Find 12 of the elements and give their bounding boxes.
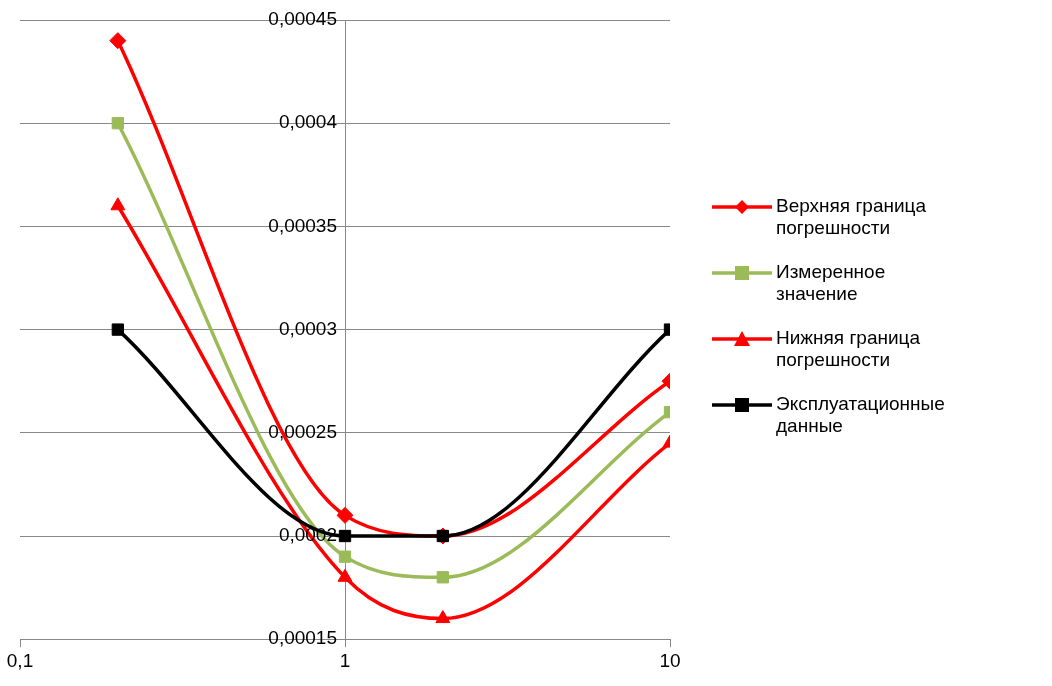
legend-label: Нижняя граница погрешности [776, 327, 921, 371]
x-tick-label: 10 [659, 649, 681, 671]
y-tick-label: 0,0004 [278, 111, 338, 133]
y-tick-label: 0,0003 [278, 317, 337, 339]
x-tick-label: 1 [339, 649, 351, 671]
legend-label: Эксплуатационные данные [776, 393, 946, 437]
legend-label: Измеренное значение [776, 261, 887, 305]
y-tick-label: 0,00045 [268, 8, 337, 30]
y-tick-label: 0,00015 [268, 627, 337, 649]
x-tick-label: 0,1 [6, 649, 34, 671]
y-tick-label: 0,00035 [268, 214, 337, 236]
legend-label: Верхняя граница погрешности [776, 195, 928, 239]
